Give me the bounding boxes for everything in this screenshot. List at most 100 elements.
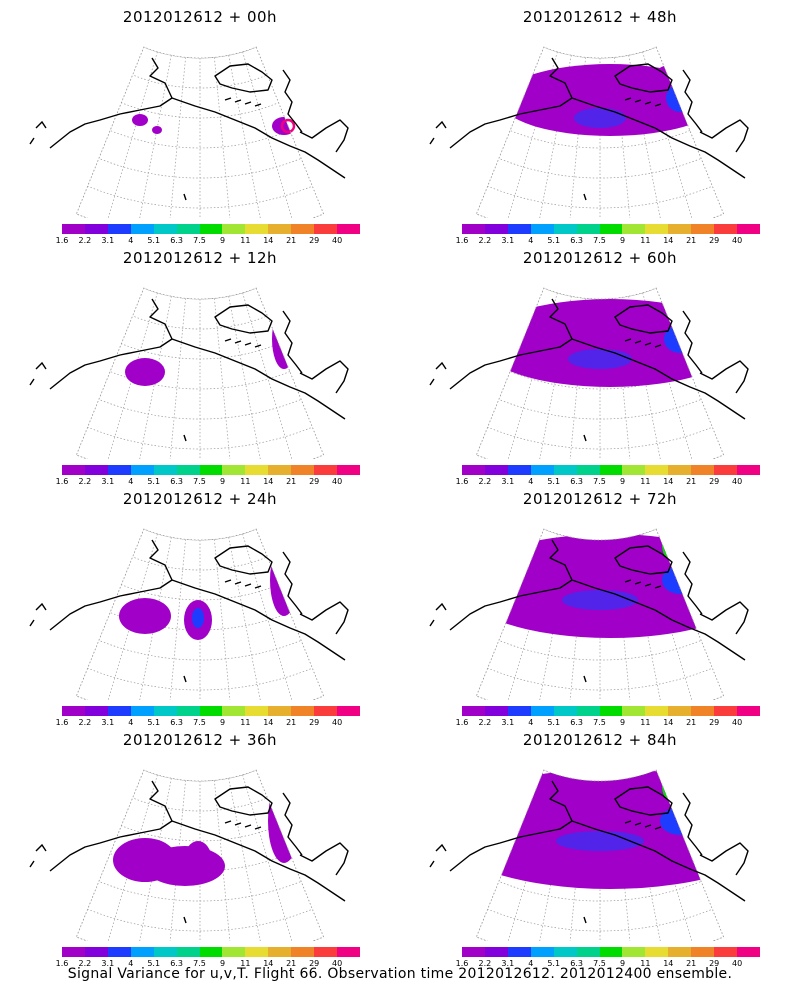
colorbar-tick-label: 6.3: [170, 477, 183, 486]
colorbar-tick-label: 3.1: [501, 718, 515, 727]
colorbar-tick-label: 2.2: [78, 959, 92, 968]
colorbar-tick-label: 7.5: [593, 718, 606, 727]
colorbar-tick-label: 7.5: [193, 236, 206, 245]
colorbar-swatch: [107, 465, 131, 475]
colorbar-tick-label: 40: [332, 236, 343, 245]
colorbar-swatch: [462, 706, 485, 716]
colorbar-tick-label: 2.2: [478, 477, 492, 486]
colorbar-tick-label: 21: [686, 959, 697, 968]
colorbar-swatch: [107, 706, 131, 716]
colorbar-tick-label: 7.5: [593, 236, 606, 245]
colorbar-swatch: [714, 706, 738, 716]
colorbar-swatch: [130, 947, 154, 957]
map-panel: 2012012612 + 12h 1.6 2.2 3.1 4 5.1 6.3 7.5 9 11 14…: [0, 241, 400, 486]
coastline: [449, 57, 749, 179]
colorbar-tick-label: 14: [663, 236, 674, 245]
colorbar-swatch: [199, 706, 223, 716]
colorbar-tick-label: 40: [732, 959, 743, 968]
colorbar-tick-label: 3.1: [101, 477, 115, 486]
panel-title: 2012012612 + 36h: [122, 731, 278, 749]
colorbar-swatch: [84, 947, 108, 957]
colorbar-swatch: [691, 706, 715, 716]
colorbar-tick-label: 4: [528, 477, 534, 486]
colorbar-tick-label: 1.6: [455, 718, 469, 727]
colorbar-swatch: [691, 947, 715, 957]
colorbar-tick-label: 21: [686, 718, 697, 727]
colorbar-swatch: [737, 706, 760, 716]
colorbar-swatch: [484, 947, 508, 957]
colorbar-swatch: [337, 706, 360, 716]
colorbar-swatch: [507, 465, 531, 475]
colorbar-labels: 1.6 2.2 3.1 4 5.1 6.3 7.5 9 11 14 21 29 40: [56, 959, 360, 969]
colorbar-swatch: [530, 465, 554, 475]
colorbar-tick-label: 5.1: [547, 718, 561, 727]
colorbar-tick-label: 40: [332, 477, 343, 486]
colorbar-swatch: [291, 947, 315, 957]
colorbar-tick-label: 1.6: [55, 959, 69, 968]
colorbar-swatch: [84, 706, 108, 716]
colorbar-tick-label: 21: [686, 236, 697, 245]
map-panel: 2012012612 + 48h 1.6 2.2 3.1 4 5.1 6.3 7.5 9 11 14…: [400, 0, 800, 245]
colorbar-tick-label: 11: [240, 718, 251, 727]
map-panel: 2012012612 + 72h 1.6 2.2 3.1 4 5.1 6.3 7.5 9 11 14…: [400, 482, 800, 727]
colorbar-tick-label: 1.6: [55, 236, 69, 245]
colorbar-tick-label: 6.3: [170, 959, 183, 968]
colorbar-labels: 1.6 2.2 3.1 4 5.1 6.3 7.5 9 11 14 21 29 40: [56, 236, 360, 246]
colorbar-swatch: [245, 706, 269, 716]
panel-title: 2012012612 + 84h: [522, 731, 678, 749]
colorbar-swatch: [668, 224, 692, 234]
colorbar-tick-label: 29: [309, 477, 320, 486]
colorbar: [62, 224, 360, 234]
colorbar-tick-label: 9: [619, 718, 626, 727]
colorbar-tick-label: 5.1: [147, 236, 161, 245]
colorbar-tick-label: 3.1: [501, 236, 515, 245]
colorbar-swatch: [553, 706, 577, 716]
colorbar-tick-label: 5.1: [147, 718, 161, 727]
colorbar-tick-label: 3.1: [501, 477, 515, 486]
colorbar-tick-label: 14: [263, 236, 274, 245]
colorbar-swatch: [199, 465, 223, 475]
polar-map: [429, 528, 749, 700]
colorbar-swatch: [153, 465, 177, 475]
colorbar-tick-label: 2.2: [478, 718, 492, 727]
colorbar-tick-label: 40: [732, 477, 743, 486]
colorbar-tick-label: 4: [128, 718, 134, 727]
colorbar-tick-label: 29: [709, 959, 720, 968]
panel-title: 2012012612 + 24h: [122, 490, 278, 508]
colorbar-swatch: [176, 706, 200, 716]
colorbar-tick-label: 11: [240, 477, 251, 486]
colorbar-swatch: [576, 224, 600, 234]
colorbar-tick-label: 29: [709, 236, 720, 245]
colorbar-swatch: [507, 224, 531, 234]
colorbar-swatch: [484, 706, 508, 716]
colorbar-tick-label: 5.1: [547, 236, 561, 245]
colorbar-tick-label: 11: [240, 236, 251, 245]
colorbar-tick-label: 6.3: [170, 718, 183, 727]
colorbar-tick-label: 6.3: [570, 477, 583, 486]
colorbar-tick-label: 3.1: [501, 959, 515, 968]
colorbar-swatch: [645, 706, 669, 716]
colorbar-tick-label: 29: [709, 477, 720, 486]
colorbar-tick-label: 11: [640, 477, 651, 486]
polar-map: [29, 46, 349, 218]
colorbar-swatch: [314, 224, 338, 234]
coastline: [49, 539, 349, 661]
map-panel: 2012012612 + 24h 1.6 2.2 3.1 4 5.1 6.3 7.5 9 11 14…: [0, 482, 400, 727]
colorbar-tick-label: 21: [286, 477, 297, 486]
colorbar-swatch: [530, 706, 554, 716]
colorbar-swatch: [714, 947, 738, 957]
polar-map: [29, 287, 349, 459]
colorbar: [462, 706, 760, 716]
colorbar-swatch: [599, 706, 623, 716]
coastline: [49, 57, 349, 179]
colorbar-swatch: [668, 465, 692, 475]
colorbar-swatch: [176, 947, 200, 957]
colorbar-labels: 1.6 2.2 3.1 4 5.1 6.3 7.5 9 11 14 21 29 40: [56, 718, 360, 728]
colorbar-swatch: [268, 947, 292, 957]
colorbar-tick-label: 21: [286, 959, 297, 968]
colorbar-swatch: [130, 465, 154, 475]
panel-title: 2012012612 + 60h: [522, 249, 678, 267]
colorbar-tick-label: 7.5: [593, 477, 606, 486]
colorbar-swatch: [84, 224, 108, 234]
colorbar-swatch: [576, 706, 600, 716]
